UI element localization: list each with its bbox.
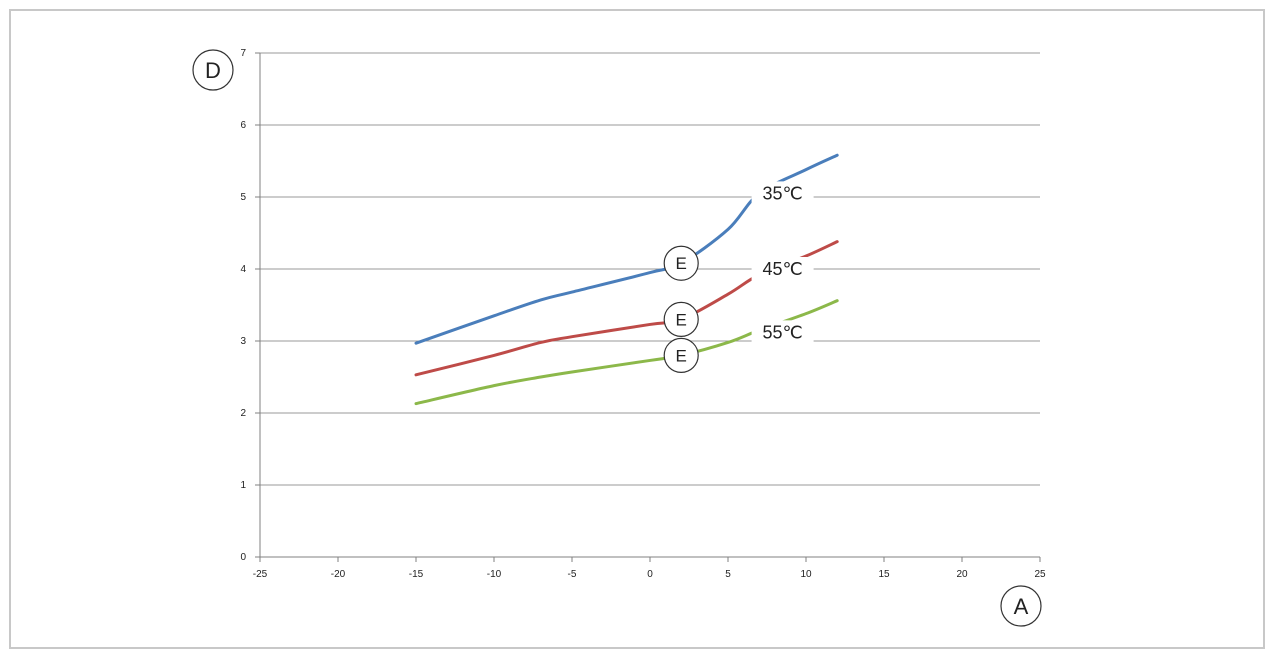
x-tick-label: -20 (331, 569, 346, 580)
series-labels: 35℃ 45℃ 55℃ (751, 181, 814, 345)
axes: 0 1 2 3 4 5 6 7 -25 -20 -15 -10 -5 0 5 10 15 20 25 (240, 48, 1046, 580)
x-tick-label: 25 (1034, 569, 1046, 580)
x-tick-label: 0 (647, 569, 653, 580)
series-label-1: 35℃ (762, 183, 802, 203)
callout-letter: A (1014, 594, 1029, 619)
callout-letter: D (205, 58, 221, 83)
callout-circle (663, 301, 699, 337)
series-label-box (751, 181, 814, 206)
callout-circle (663, 337, 699, 373)
x-tick-label: -15 (409, 569, 424, 580)
series-line-3 (414, 299, 839, 406)
x-tick-label: 10 (800, 569, 812, 580)
y-tick-label: 0 (240, 552, 246, 563)
callout-e-1: E (663, 245, 699, 281)
y-tick-label: 6 (240, 120, 246, 131)
series-label-box (751, 320, 814, 345)
y-tick-label: 2 (240, 408, 246, 419)
series-label-2: 45℃ (762, 259, 802, 279)
series-label-3: 55℃ (762, 322, 802, 342)
y-tick-label: 3 (240, 336, 246, 347)
y-axis-callout: D (192, 49, 234, 91)
callout-letter: E (676, 254, 687, 273)
x-tick-label: -25 (253, 569, 268, 580)
callout-circle (663, 245, 699, 281)
callout-circle (192, 49, 234, 91)
x-tick-label: 20 (956, 569, 968, 580)
callout-circle (1000, 585, 1042, 627)
grid-lines (260, 52, 1040, 486)
x-tick-label: 15 (878, 569, 890, 580)
callout-e-2: E (663, 301, 699, 337)
callout-letter: E (676, 346, 687, 365)
x-tick-label: -10 (487, 569, 502, 580)
line-chart: 0 1 2 3 4 5 6 7 -25 -20 -15 -10 -5 0 5 10 15 20 25 35℃ 45℃ 5… (192, 48, 1046, 627)
x-tick-label: 5 (725, 569, 731, 580)
y-tick-label: 1 (240, 480, 246, 491)
callout-letter: E (676, 310, 687, 329)
x-axis-callout: A (1000, 585, 1042, 627)
series-label-box (751, 257, 814, 281)
y-tick-label: 5 (240, 192, 246, 203)
x-tick-label: -5 (568, 569, 577, 580)
y-tick-label: 7 (240, 48, 246, 59)
y-tick-label: 4 (240, 264, 246, 275)
callout-e-3: E (663, 337, 699, 373)
chart-frame: 0 1 2 3 4 5 6 7 -25 -20 -15 -10 -5 0 5 10 15 20 25 35℃ 45℃ 5… (9, 9, 1265, 649)
